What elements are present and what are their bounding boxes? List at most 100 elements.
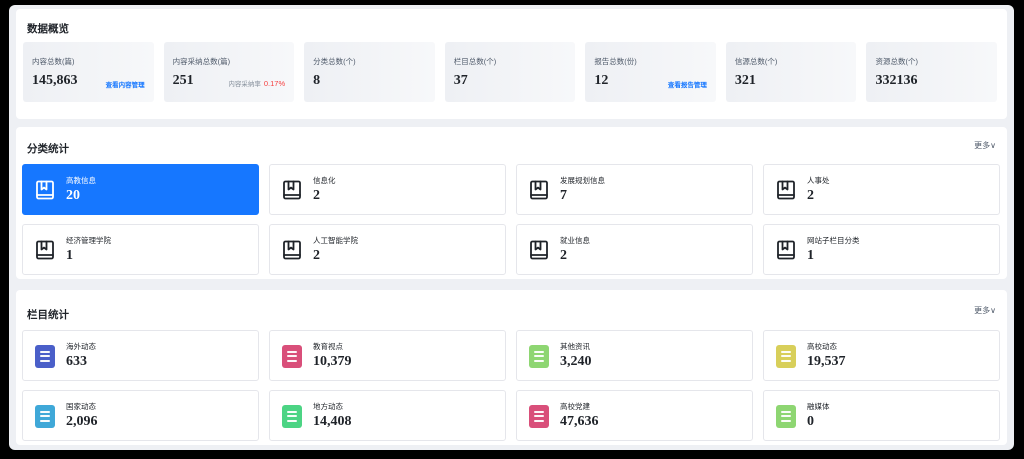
document-icon: [280, 344, 304, 368]
stat-column-total: 栏目总数(个) 37: [444, 42, 576, 102]
column-name: 海外动态: [66, 342, 96, 351]
column-count: 10,379: [313, 354, 352, 369]
stat-label: 分类总数(个): [313, 57, 356, 66]
stat-adopted-total: 内容采纳总数(篇) 251 内容采纳率 0.17%: [163, 42, 295, 102]
category-count: 20: [66, 188, 80, 203]
stat-value: 321: [734, 73, 756, 88]
stat-source-total: 信源总数(个) 321: [725, 42, 857, 102]
column-name: 高校党建: [560, 402, 590, 411]
stat-resource-total: 资源总数(个) 332136: [866, 42, 998, 102]
column-name: 其他资讯: [560, 342, 590, 351]
document-icon: [33, 404, 57, 428]
category-card[interactable]: 信息化 2: [269, 164, 506, 215]
column-card[interactable]: 海外动态 633: [22, 330, 259, 381]
column-name: 国家动态: [66, 402, 96, 411]
category-card[interactable]: 人事处 2: [763, 164, 1000, 215]
book-icon: [280, 238, 304, 262]
category-name: 经济管理学院: [66, 236, 111, 245]
category-card[interactable]: 经济管理学院 1: [22, 224, 259, 275]
column-card[interactable]: 地方动态 14,408: [269, 390, 506, 441]
document-icon: [33, 344, 57, 368]
category-count: 2: [807, 188, 814, 203]
stat-label: 资源总数(个): [875, 57, 918, 66]
category-card[interactable]: 高教信息 20: [22, 164, 259, 215]
view-report-management-link[interactable]: 查看报告管理: [667, 82, 707, 89]
column-count: 3,240: [560, 354, 592, 369]
column-count: 633: [66, 354, 87, 369]
column-name: 融媒体: [807, 402, 830, 411]
stat-category-total: 分类总数(个) 8: [304, 42, 435, 102]
category-count: 2: [560, 248, 567, 263]
column-name: 教育视点: [313, 342, 343, 351]
category-grid: 高教信息 20 信息化 2 发展规划信息 7 人事处 2 经济管理学院 1 人工智能学院 2 就业信息 2…: [22, 164, 1000, 275]
book-icon: [33, 238, 57, 262]
adoption-rate-value: 0.17%: [263, 79, 286, 88]
category-card[interactable]: 就业信息 2: [516, 224, 753, 275]
category-card[interactable]: 网站子栏目分类 1: [763, 224, 1000, 275]
category-name: 人工智能学院: [313, 236, 358, 245]
column-name: 地方动态: [313, 402, 343, 411]
column-card[interactable]: 高校动态 19,537: [763, 330, 1000, 381]
category-name: 网站子栏目分类: [807, 236, 860, 245]
column-name: 高校动态: [807, 342, 837, 351]
stat-label: 报告总数(份): [594, 57, 637, 66]
document-icon: [280, 404, 304, 428]
column-more-button[interactable]: 更多∨: [974, 306, 996, 315]
category-name: 人事处: [807, 176, 830, 185]
stat-label: 内容采纳总数(篇): [172, 57, 231, 66]
stat-value: 8: [313, 73, 321, 88]
stat-value: 251: [172, 73, 194, 88]
book-icon: [33, 178, 57, 202]
adoption-rate: 内容采纳率 0.17%: [228, 78, 285, 88]
column-card[interactable]: 融媒体 0: [763, 390, 1000, 441]
stat-value: 332136: [875, 73, 918, 88]
column-grid: 海外动态 633 教育视点 10,379 其他资讯 3,240 高校动态 19,537 国家动态…: [22, 330, 1000, 441]
book-icon: [527, 238, 551, 262]
dashboard: 数据概览 内容总数(篇) 145,863 查看内容管理 内容采纳总数(篇) 25…: [9, 5, 1014, 450]
category-count: 2: [313, 188, 320, 203]
column-card[interactable]: 国家动态 2,096: [22, 390, 259, 441]
column-count: 2,096: [66, 414, 98, 429]
book-icon: [527, 178, 551, 202]
book-icon: [774, 178, 798, 202]
column-card[interactable]: 其他资讯 3,240: [516, 330, 753, 381]
document-icon: [774, 404, 798, 428]
stat-content-total: 内容总数(篇) 145,863 查看内容管理: [23, 42, 154, 102]
column-count: 47,636: [560, 414, 599, 429]
document-icon: [774, 344, 798, 368]
column-count: 19,537: [807, 354, 846, 369]
category-more-button[interactable]: 更多∨: [974, 141, 996, 150]
category-card[interactable]: 人工智能学院 2: [269, 224, 506, 275]
category-panel: 分类统计 更多∨ 高教信息 20 信息化 2 发展规划信息 7 人事处 2 经济管理学院 1 人工智…: [16, 127, 1007, 279]
document-icon: [527, 404, 551, 428]
stat-label: 内容总数(篇): [32, 57, 75, 66]
view-content-management-link[interactable]: 查看内容管理: [105, 82, 145, 89]
column-card[interactable]: 高校党建 47,636: [516, 390, 753, 441]
column-panel: 栏目统计 更多∨ 海外动态 633 教育视点 10,379 其他资讯 3,240 高校动态 1…: [16, 290, 1007, 445]
category-count: 7: [560, 188, 567, 203]
book-icon: [774, 238, 798, 262]
category-card[interactable]: 发展规划信息 7: [516, 164, 753, 215]
stat-report-total: 报告总数(份) 12 查看报告管理: [585, 42, 716, 102]
category-count: 2: [313, 248, 320, 263]
column-count: 0: [807, 414, 814, 429]
category-count: 1: [807, 248, 814, 263]
overview-panel: 数据概览 内容总数(篇) 145,863 查看内容管理 内容采纳总数(篇) 25…: [16, 9, 1007, 119]
stats-row: 内容总数(篇) 145,863 查看内容管理 内容采纳总数(篇) 251 内容采…: [23, 42, 998, 102]
column-title: 栏目统计: [27, 309, 69, 321]
category-count: 1: [66, 248, 73, 263]
overview-title: 数据概览: [27, 23, 69, 35]
category-name: 就业信息: [560, 236, 590, 245]
stat-value: 37: [453, 73, 468, 88]
book-icon: [280, 178, 304, 202]
column-count: 14,408: [313, 414, 352, 429]
stat-label: 信源总数(个): [734, 57, 778, 66]
stat-label: 栏目总数(个): [453, 57, 497, 66]
document-icon: [527, 344, 551, 368]
category-title: 分类统计: [27, 143, 69, 155]
adoption-rate-label: 内容采纳率: [228, 81, 261, 88]
category-name: 信息化: [313, 176, 336, 185]
stat-value: 145,863: [32, 73, 78, 88]
stat-value: 12: [594, 73, 609, 88]
column-card[interactable]: 教育视点 10,379: [269, 330, 506, 381]
